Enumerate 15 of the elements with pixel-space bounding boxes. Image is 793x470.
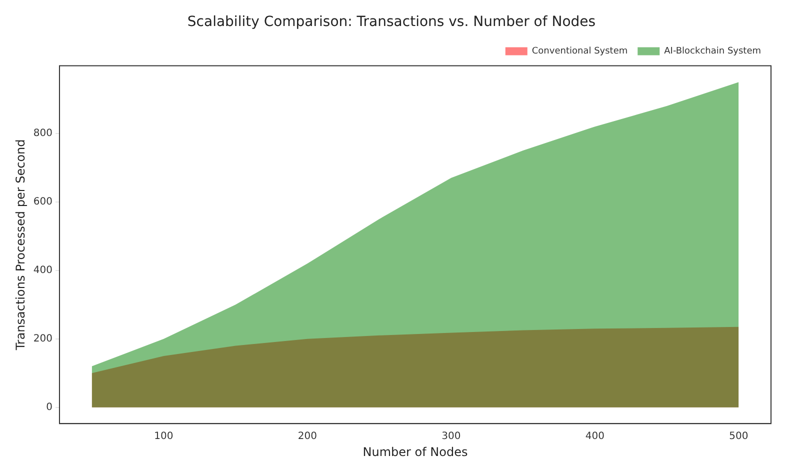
- y-tick-label: 600: [33, 196, 52, 208]
- x-tick-label: 300: [442, 431, 461, 442]
- x-tick-label: 500: [729, 431, 748, 442]
- y-tick-label: 200: [33, 333, 52, 344]
- y-tick-label: 400: [33, 264, 52, 276]
- legend-label: AI-Blockchain System: [664, 46, 761, 57]
- x-axis-title: Number of Nodes: [362, 444, 468, 459]
- x-tick-label: 400: [585, 431, 604, 442]
- y-axis-title: Transactions Processed per Second: [13, 139, 28, 352]
- chart-title: Scalability Comparison: Transactions vs. Number of Nodes: [187, 14, 596, 30]
- x-tick-label: 200: [298, 431, 317, 442]
- x-tick-label: 100: [154, 431, 174, 442]
- y-tick-label: 0: [46, 402, 52, 413]
- legend-label: Conventional System: [532, 46, 628, 57]
- y-tick-label: 800: [33, 128, 52, 140]
